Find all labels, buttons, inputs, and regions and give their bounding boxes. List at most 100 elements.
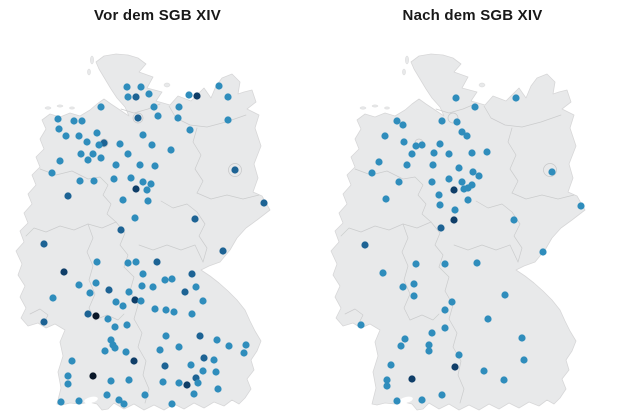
map-dot: [199, 367, 207, 375]
map-dot: [90, 177, 98, 185]
map-dot: [70, 117, 78, 125]
map-dot: [225, 342, 233, 350]
map-dot: [76, 177, 84, 185]
map-dot: [210, 356, 218, 364]
map-dot: [231, 166, 239, 174]
map-dot: [410, 280, 418, 288]
map-dot: [193, 92, 201, 100]
map-dot: [438, 391, 446, 399]
map-dot: [408, 150, 416, 158]
map-dot: [161, 362, 169, 370]
map-dot: [175, 343, 183, 351]
map-dot: [75, 281, 83, 289]
map-dot: [168, 400, 176, 408]
map-dot: [151, 162, 159, 170]
map-dot: [125, 376, 133, 384]
map-dot: [136, 161, 144, 169]
map-dot: [123, 83, 131, 91]
map-dot: [110, 175, 118, 183]
map-dot: [174, 114, 182, 122]
map-dot: [123, 321, 131, 329]
map-dot: [475, 172, 483, 180]
map-dot: [401, 335, 409, 343]
map-dot: [92, 279, 100, 287]
map-panel-before: Vor dem SGB XIV: [15, 7, 271, 411]
map-dot: [412, 142, 420, 150]
map-dot: [441, 324, 449, 332]
map-dot: [399, 283, 407, 291]
map-dot: [68, 357, 76, 365]
map-dot: [212, 368, 220, 376]
map-dot: [56, 157, 64, 165]
map-dot: [196, 332, 204, 340]
map-dot: [188, 310, 196, 318]
map-dot: [408, 375, 416, 383]
map-dot: [103, 391, 111, 399]
map-dot: [89, 372, 97, 380]
map-dot: [548, 168, 556, 176]
map-dot: [450, 216, 458, 224]
map-dot: [143, 186, 151, 194]
map-dot: [441, 260, 449, 268]
map-dot: [438, 117, 446, 125]
map-dot: [412, 260, 420, 268]
map-dot: [500, 376, 508, 384]
map-dot: [518, 334, 526, 342]
map-dot: [181, 288, 189, 296]
map-title-before: Vor dem SGB XIV: [94, 7, 221, 24]
map-dot: [383, 382, 391, 390]
map-dot: [425, 341, 433, 349]
map-dot: [429, 161, 437, 169]
map-dot: [215, 82, 223, 90]
map-dot: [57, 398, 65, 406]
map-dot: [62, 132, 70, 140]
map-dot: [357, 321, 365, 329]
map-dot: [175, 103, 183, 111]
map-dot: [75, 132, 83, 140]
map-dot: [127, 174, 135, 182]
map-dot: [48, 169, 56, 177]
map-dot: [480, 367, 488, 375]
map-dot: [78, 117, 86, 125]
map-dot: [190, 390, 198, 398]
map-dot: [368, 169, 376, 177]
map-dot: [484, 315, 492, 323]
map-dot: [387, 361, 395, 369]
map-dot: [49, 294, 57, 302]
map-dot: [120, 400, 128, 408]
map-dot: [430, 149, 438, 157]
map-dot: [512, 94, 520, 102]
map-dot: [116, 140, 124, 148]
map-dot: [224, 93, 232, 101]
map-dot: [194, 379, 202, 387]
map-dot: [464, 196, 472, 204]
map-dot: [393, 117, 401, 125]
map-dot: [101, 347, 109, 355]
map-dot: [93, 129, 101, 137]
map-dot: [132, 185, 140, 193]
map-dot: [451, 206, 459, 214]
map-dot: [151, 305, 159, 313]
map-dot: [134, 114, 142, 122]
map-dot: [122, 348, 130, 356]
map-dot: [435, 191, 443, 199]
map-dot: [97, 154, 105, 162]
map-dot: [455, 164, 463, 172]
map-dot: [159, 378, 167, 386]
map-dot: [214, 385, 222, 393]
map-dot: [395, 178, 403, 186]
map-dot: [83, 138, 91, 146]
map-dot: [125, 288, 133, 296]
map-dot: [86, 289, 94, 297]
map-dot: [131, 296, 139, 304]
map-dot: [185, 91, 193, 99]
map-dot: [418, 396, 426, 404]
map-dot: [510, 216, 518, 224]
map-dot: [115, 396, 123, 404]
map-dot: [117, 226, 125, 234]
map-dot: [107, 377, 115, 385]
map-dot: [149, 283, 157, 291]
germany-map-after: [330, 53, 586, 411]
dot-layer-before: [40, 82, 268, 408]
